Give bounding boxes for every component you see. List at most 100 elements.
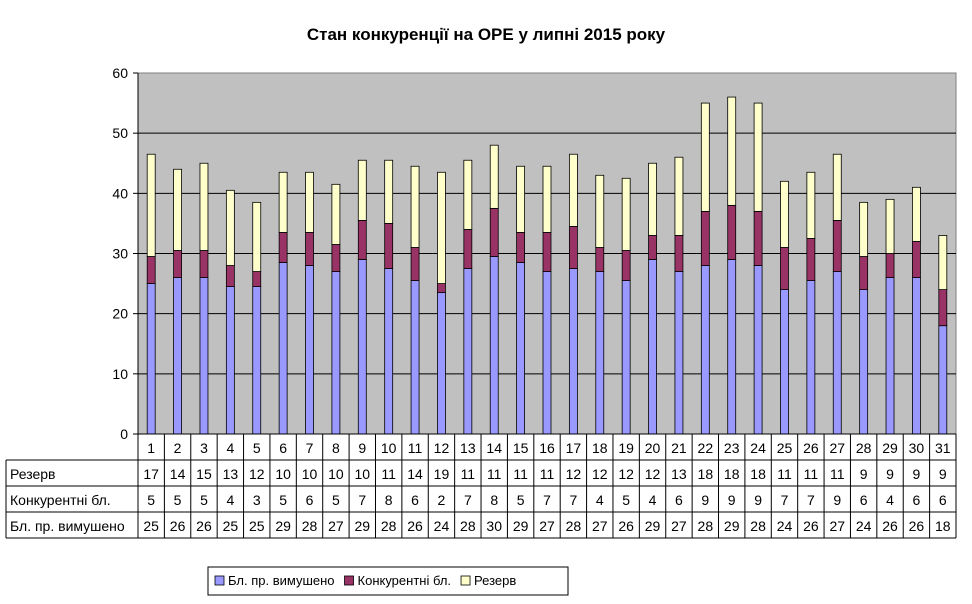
table-cell-value: 28 [566,518,582,534]
table-cell-value: 9 [860,466,868,482]
category-label: 18 [592,440,608,456]
bar-segment [700,210,710,266]
bar-segment [384,223,394,269]
bar-segment [278,232,288,263]
bar-segment [885,253,895,278]
table-cell-value: 12 [249,466,265,482]
bar-segment [753,102,763,212]
table-row-label: Конкурентні бл. [10,492,111,508]
bar-segment [700,265,710,435]
category-label: 20 [645,440,661,456]
bar-segment [938,235,948,290]
category-label: 19 [618,440,634,456]
table-cell-value: 26 [803,518,819,534]
plot-area: 0 10 20 30 40 50 60 [112,65,957,442]
category-label: 7 [306,440,314,456]
table-cell-value: 30 [486,518,502,534]
table-cell-value: 27 [539,518,555,534]
table-cell-value: 12 [618,466,634,482]
table-cell-value: 7 [569,492,577,508]
legend-swatch [344,575,354,586]
category-label: 9 [358,440,366,456]
table-cell-value: 24 [777,518,793,534]
table-cell-value: 9 [754,492,762,508]
table-cell-value: 26 [170,518,186,534]
table-cell-value: 28 [302,518,318,534]
table-cell-value: 26 [618,518,634,534]
table-cell-value: 12 [645,466,661,482]
bar-segment [331,183,341,245]
table-cell-value: 28 [750,518,766,534]
bar-segment [595,174,605,248]
bar-segment [437,283,446,294]
table-cell-value: 6 [860,492,868,508]
table-cell-value: 12 [592,466,608,482]
table-cell-value: 6 [675,492,683,508]
table-cell-value: 11 [777,466,792,482]
bar-segment [648,162,657,236]
bar-segment [568,226,578,269]
category-label: 28 [856,440,872,456]
bar-segment [912,186,921,242]
category-label: 5 [253,440,261,456]
category-label: 27 [829,440,845,456]
legend-swatch [214,575,225,586]
bar-segment [806,280,816,435]
bar-segment [173,168,182,251]
category-label: 1 [147,440,155,456]
category-label: 6 [279,440,287,456]
bar-segment [252,201,262,272]
table-cell-value: 29 [275,518,291,534]
table-cell-value: 19 [434,466,450,482]
category-label: 14 [486,440,502,456]
category-label: 12 [434,440,450,456]
table-cell-value: 11 [540,466,555,482]
bar-segment [674,235,684,272]
table-cell-value: 14 [407,466,423,482]
table-cell-value: 18 [724,466,740,482]
bar-segment [648,259,657,435]
table-cell-value: 6 [306,492,314,508]
legend: Бл. пр. вимушено Конкурентні бл. Резерв [207,566,569,596]
bar-segment [410,247,420,281]
table-cell-value: 5 [200,492,208,508]
bar-segment [595,271,605,435]
table-cell-value: 29 [513,518,529,534]
y-tick-label: 40 [112,185,128,201]
legend-label: Конкурентні бл. [358,573,452,588]
category-label: 15 [513,440,529,456]
bar-segment [410,280,420,435]
table-cell-value: 18 [935,518,951,534]
category-label: 23 [724,440,740,456]
bar-segment [780,247,789,291]
bar-segment [568,268,578,435]
table-cell-value: 25 [143,518,159,534]
bar-segment [489,144,499,209]
table-cell-value: 28 [460,518,476,534]
legend-label: Бл. пр. вимушено [228,573,335,588]
table-cell-value: 11 [461,466,476,482]
category-label: 30 [909,440,925,456]
table-cell-value: 10 [275,466,291,482]
table-cell-value: 29 [724,518,740,534]
table-cell-value: 28 [381,518,397,534]
table-cell-value: 7 [781,492,789,508]
table-cell-value: 29 [355,518,371,534]
table-cell-value: 10 [302,466,318,482]
table-cell-value: 5 [279,492,287,508]
table-cell-value: 4 [596,492,604,508]
bar-segment [859,289,869,435]
table-cell-value: 27 [671,518,687,534]
table-cell-value: 27 [592,518,608,534]
bar-segment [384,159,394,224]
table-cell-value: 25 [249,518,265,534]
y-tick-label: 0 [120,426,128,442]
table-cell-value: 18 [698,466,714,482]
bar-segment [305,265,314,435]
table-cell-value: 13 [223,466,239,482]
category-label: 16 [539,440,555,456]
table-cell-value: 13 [671,466,687,482]
bar-segment [542,271,552,435]
y-tick-label: 30 [112,246,128,262]
